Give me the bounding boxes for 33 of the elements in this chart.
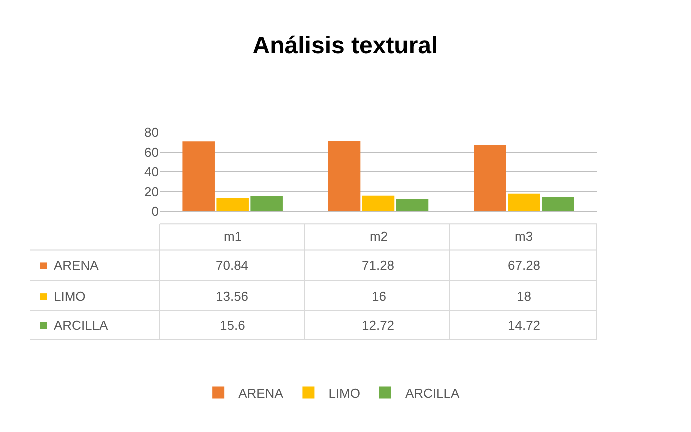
x-tick-label: m1: [224, 229, 242, 244]
x-tick-label: m3: [515, 229, 534, 244]
y-tick-label: 80: [144, 125, 159, 140]
bar: [362, 196, 395, 212]
data-label: 14.72: [508, 318, 541, 333]
chart-title: Análisis textural: [252, 32, 438, 60]
y-tick-label: 40: [144, 164, 159, 180]
bar: [508, 194, 540, 212]
text: ARCILLA: [54, 318, 108, 333]
bar: [542, 197, 574, 212]
data-label: 15.6: [220, 318, 246, 333]
text: LIMO: [328, 386, 360, 401]
bar: [396, 199, 429, 212]
y-tick-label: 20: [144, 184, 159, 200]
bar: [328, 141, 361, 212]
legend-label: LIMO: [54, 289, 86, 304]
data-label: 16: [372, 289, 386, 304]
bar: [474, 145, 506, 212]
bar: [216, 198, 249, 212]
bar: [182, 142, 215, 212]
y-tick-label: 0: [152, 204, 159, 220]
data-label: 13.56: [216, 289, 249, 304]
data-label: 12.72: [362, 318, 395, 333]
data-label: 71.28: [362, 258, 395, 273]
data-label: 67.28: [508, 258, 541, 273]
legend-label: ARCILLA: [405, 386, 460, 401]
y-tick-label: 60: [144, 144, 159, 160]
data-label: 18: [517, 289, 532, 304]
x-tick-label: m2: [370, 229, 388, 244]
bar: [250, 196, 283, 212]
legend-label: ARENA: [54, 258, 100, 273]
data-label: 70.84: [216, 258, 249, 273]
text: ARENA: [238, 386, 284, 401]
